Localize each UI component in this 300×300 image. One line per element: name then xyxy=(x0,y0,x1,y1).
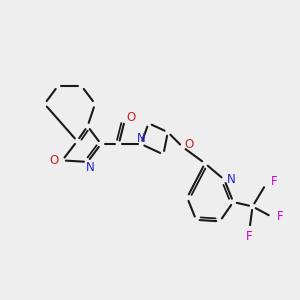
Text: N: N xyxy=(86,161,95,174)
Text: N: N xyxy=(137,132,146,145)
Text: F: F xyxy=(271,175,278,188)
Text: O: O xyxy=(184,138,194,151)
Text: F: F xyxy=(246,230,253,243)
Text: O: O xyxy=(50,154,58,167)
Text: F: F xyxy=(277,210,284,224)
Text: N: N xyxy=(227,173,236,186)
Text: O: O xyxy=(127,111,136,124)
